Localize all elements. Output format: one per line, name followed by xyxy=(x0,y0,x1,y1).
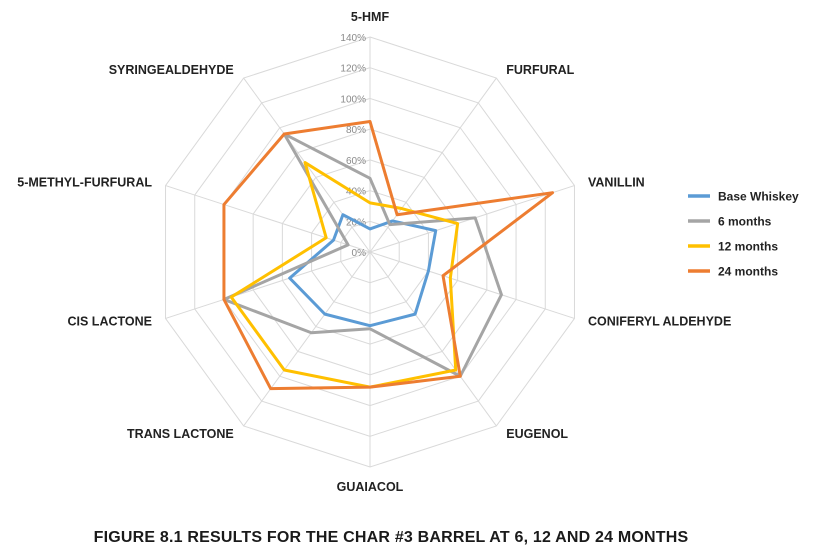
category-label: 5-METHYL-FURFURAL xyxy=(17,175,152,189)
series-line-base-whiskey xyxy=(288,213,438,328)
category-label: SYRINGEALDEHYDE xyxy=(109,63,234,77)
legend: Base Whiskey 6 months 12 months 24 months xyxy=(688,190,799,279)
tick-label: 100% xyxy=(340,94,366,105)
category-label: CIS LACTONE xyxy=(68,315,153,329)
legend-label: 6 months xyxy=(718,215,772,229)
tick-label: 140% xyxy=(340,33,366,44)
tick-label: 60% xyxy=(346,156,366,167)
category-label: GUAIACOL xyxy=(337,480,404,494)
tick-label: 80% xyxy=(346,125,366,136)
legend-label: 12 months xyxy=(718,240,778,254)
category-label: 5-HMF xyxy=(351,10,390,24)
category-label: TRANS LACTONE xyxy=(127,427,234,441)
grid-spoke xyxy=(369,251,497,427)
tick-label: 0% xyxy=(352,248,367,259)
grid-spoke xyxy=(369,251,575,319)
grid-spoke xyxy=(243,251,371,427)
category-label: FURFURAL xyxy=(506,63,574,77)
figure-caption: FIGURE 8.1 RESULTS FOR THE CHAR #3 BARRE… xyxy=(94,529,689,546)
grid-layer xyxy=(165,36,575,468)
series-line-24-months xyxy=(222,119,555,391)
category-label: VANILLIN xyxy=(588,175,645,189)
category-labels: 5-HMF FURFURAL VANILLIN CONIFERYL ALDEHYDE E… xyxy=(17,10,731,494)
grid-spoke xyxy=(165,185,371,253)
legend-label: Base Whiskey xyxy=(718,190,799,204)
category-label: EUGENOL xyxy=(506,427,568,441)
tick-label: 120% xyxy=(340,64,366,75)
series-layer xyxy=(222,119,555,391)
grid-spoke xyxy=(165,251,371,319)
legend-label: 24 months xyxy=(718,265,778,279)
series-line-12-months xyxy=(229,161,460,389)
tick-label: 40% xyxy=(346,187,366,198)
category-label: CONIFERYL ALDEHYDE xyxy=(588,315,731,329)
